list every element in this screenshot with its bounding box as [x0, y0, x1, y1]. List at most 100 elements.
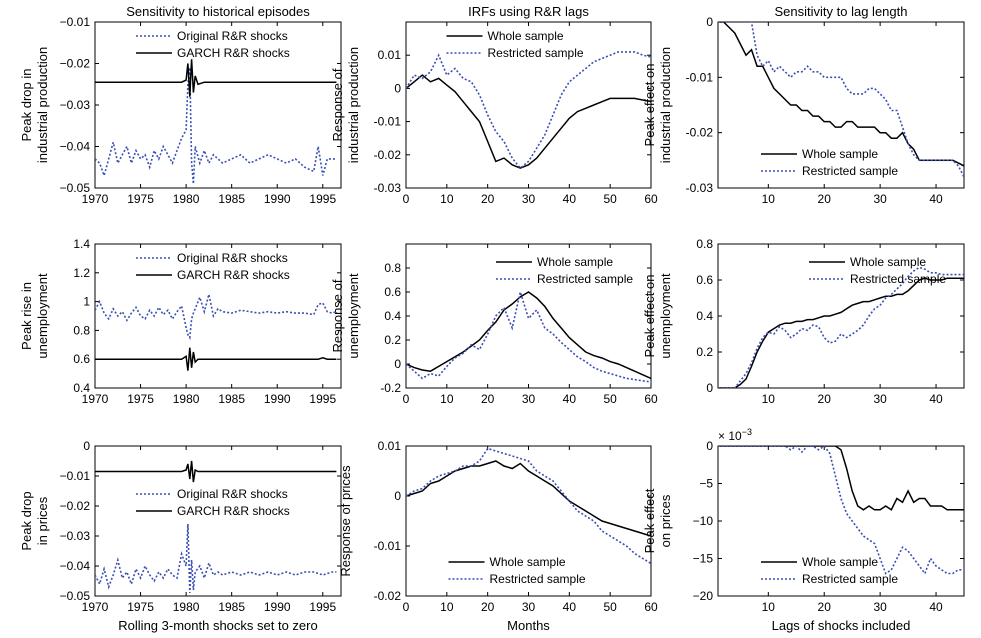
- y-tick-label: 1: [83, 295, 90, 309]
- x-tick-label: 1970: [82, 600, 109, 614]
- chart-panel-4: 1970 1975 1980 1985 1990 1995 0.4 0.6 0.8 1 1.2 1.4…: [19, 237, 342, 406]
- y-tick-label: -0.03: [686, 181, 714, 195]
- y-tick-label: 0.8: [696, 237, 713, 251]
- x-tick-label: 10: [440, 600, 454, 614]
- chart-panel-6: 10 20 30 40 0 0.2 0.4 0.6 0.8 Peak effect on unemp…: [642, 237, 965, 406]
- y-tick-label: 0.6: [73, 352, 90, 366]
- x-tick-label: 0: [403, 600, 410, 614]
- y-tick-label: 0: [706, 381, 713, 395]
- legend-label: Original R&R shocks: [177, 487, 288, 501]
- y-tick-label: 0.8: [73, 323, 90, 337]
- x-tick-label: 20: [818, 600, 832, 614]
- y-axis-label: unemployment: [35, 273, 50, 359]
- legend-label: GARCH R&R shocks: [177, 268, 290, 282]
- legend-label: Restricted sample: [490, 572, 586, 586]
- y-tick-label: 0.4: [73, 381, 90, 395]
- x-tick-label: 50: [603, 192, 617, 206]
- y-tick-label: −5: [699, 477, 713, 491]
- x-tick-label: 40: [563, 392, 577, 406]
- x-tick-label: 60: [644, 600, 658, 614]
- y-tick-label: −0.05: [60, 181, 91, 195]
- series-line-solid: [406, 291, 651, 380]
- chart-title: IRFs using R&R lags: [468, 4, 589, 19]
- x-tick-label: 10: [762, 192, 776, 206]
- x-axis-label: Lags of shocks included: [772, 618, 911, 633]
- y-tick-label: −10: [693, 514, 714, 528]
- y-axis-label: on prices: [658, 494, 673, 547]
- y-tick-label: −0.04: [60, 140, 91, 154]
- series-line-solid: [95, 347, 337, 371]
- series-line-dotted: [406, 447, 651, 565]
- y-axis-label: unemployment: [346, 273, 361, 359]
- legend-label: Whole sample: [850, 255, 926, 269]
- series-line-solid: [406, 460, 651, 537]
- x-tick-label: 1975: [127, 192, 154, 206]
- legend-label: Whole sample: [488, 29, 564, 43]
- legend-label: Restricted sample: [802, 572, 898, 586]
- series-line-dotted: [95, 523, 337, 594]
- y-tick-label: 0.01: [378, 48, 402, 62]
- x-tick-label: 1990: [264, 392, 291, 406]
- legend-label: Whole sample: [537, 255, 613, 269]
- series-line-solid: [718, 446, 964, 511]
- x-tick-label: 1985: [218, 192, 245, 206]
- axes-frame: [94, 445, 342, 597]
- y-tick-label: 0: [394, 357, 401, 371]
- y-axis-label: Peak drop: [19, 491, 34, 550]
- y-axis-label: Peak effect on: [642, 275, 657, 358]
- x-tick-label: 40: [563, 600, 577, 614]
- x-tick-label: 1970: [82, 192, 109, 206]
- x-tick-label: 20: [481, 392, 495, 406]
- y-axis-label: unemployment: [658, 273, 673, 359]
- y-tick-label: −15: [693, 552, 714, 566]
- series-line-solid: [95, 59, 337, 97]
- chart-panel-2: 0 10 20 30 40 50 60 -0.03 -0.02 -0.01 0 0.01 IRFs us…: [330, 4, 658, 206]
- x-tick-label: 50: [603, 600, 617, 614]
- x-axis-label: Rolling 3-month shocks set to zero: [118, 618, 317, 633]
- chart-title: Sensitivity to historical episodes: [126, 4, 310, 19]
- axes-frame: [717, 243, 965, 389]
- x-tick-label: 60: [644, 392, 658, 406]
- legend-label: Restricted sample: [802, 164, 898, 178]
- x-tick-label: 20: [818, 392, 832, 406]
- x-tick-label: 1990: [264, 192, 291, 206]
- y-tick-label: -0.02: [374, 589, 402, 603]
- x-tick-label: 30: [873, 600, 887, 614]
- y-axis-label: Peak effect: [642, 488, 657, 553]
- y-tick-label: 1.4: [73, 237, 90, 251]
- y-tick-label: -0.2: [380, 381, 401, 395]
- y-tick-label: 0.2: [384, 333, 401, 347]
- x-tick-label: 1970: [82, 392, 109, 406]
- x-tick-label: 1975: [127, 600, 154, 614]
- y-tick-label: 1.2: [73, 266, 90, 280]
- axis-exponent: × 10−3: [718, 427, 752, 443]
- x-tick-label: 10: [440, 392, 454, 406]
- y-tick-label: −0.01: [60, 15, 91, 29]
- y-tick-label: 0.4: [696, 309, 713, 323]
- legend-label: Whole sample: [802, 147, 878, 161]
- chart-panel-7: 1970 1975 1980 1985 1990 1995 −0.05 −0.04 −0.03 −…: [19, 439, 342, 633]
- y-tick-label: −0.03: [60, 529, 91, 543]
- x-tick-label: 40: [929, 392, 943, 406]
- x-tick-label: 1975: [127, 392, 154, 406]
- x-tick-label: 60: [644, 192, 658, 206]
- x-tick-label: 20: [481, 192, 495, 206]
- x-tick-label: 1990: [264, 600, 291, 614]
- x-tick-label: 30: [522, 600, 536, 614]
- series-line-solid: [718, 277, 964, 388]
- y-tick-label: -0.01: [374, 539, 402, 553]
- y-axis-label: industrial production: [346, 47, 361, 163]
- series-line-solid: [718, 22, 964, 167]
- x-tick-label: 10: [762, 392, 776, 406]
- legend-label: GARCH R&R shocks: [177, 46, 290, 60]
- y-tick-label: -0.02: [374, 148, 402, 162]
- legend-label: Whole sample: [490, 555, 566, 569]
- legend-label: Original R&R shocks: [177, 29, 288, 43]
- legend-label: Restricted sample: [850, 272, 946, 286]
- y-tick-label: −0.04: [60, 559, 91, 573]
- x-tick-label: 10: [440, 192, 454, 206]
- axes-frame: [94, 243, 342, 389]
- x-tick-label: 1995: [309, 392, 336, 406]
